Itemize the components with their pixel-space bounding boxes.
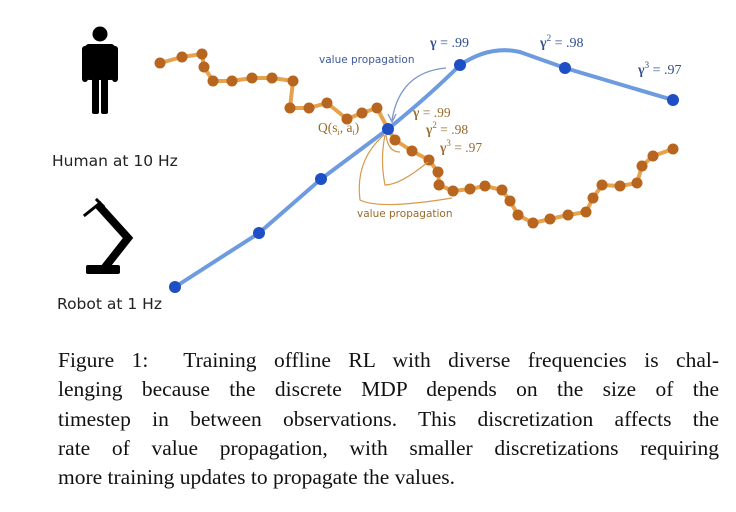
- arrowhead-icon: [387, 113, 397, 124]
- robot-state-point: [382, 123, 394, 135]
- orange-gamma-1: γ = .99: [412, 105, 451, 120]
- human-state-point: [636, 160, 648, 172]
- orange-gamma-3: γ3 = .97: [439, 138, 482, 155]
- human-state-point: [464, 183, 476, 195]
- caption-line: lenging because the discrete MDP depends…: [58, 377, 719, 402]
- human-state-point: [433, 179, 445, 191]
- human-state-point: [432, 166, 444, 178]
- human-state-point: [512, 209, 524, 221]
- robot-label: Robot at 1 Hz: [57, 295, 162, 313]
- human-state-point: [667, 143, 679, 155]
- blue-value-propagation-label: value propagation: [319, 54, 415, 66]
- human-state-point: [196, 48, 208, 60]
- human-state-point: [176, 51, 188, 63]
- human-state-point: [303, 102, 315, 114]
- blue-gamma-3: γ3 = .97: [637, 60, 681, 78]
- human-state-point: [198, 61, 210, 73]
- caption-line: more training updates to propagate the v…: [58, 465, 456, 490]
- orange-value-propagation-label: value propagation: [357, 208, 453, 220]
- human-icon: [82, 26, 118, 114]
- human-state-point: [356, 107, 368, 119]
- human-state-point: [447, 185, 459, 197]
- human-state-point: [154, 57, 166, 69]
- robot-state-point: [454, 59, 466, 71]
- human-state-point: [587, 192, 599, 204]
- human-state-point: [479, 180, 491, 192]
- human-state-point: [341, 113, 353, 125]
- caption-line: rate of value propagation, with smaller …: [58, 435, 719, 460]
- caption-line: timestep in between observations. This d…: [58, 406, 719, 431]
- robot-arm-icon: [82, 197, 134, 274]
- human-state-point: [631, 177, 643, 189]
- orange-discount-labels: γ = .99 γ2 = .98 γ3 = .97: [412, 105, 482, 155]
- blue-discount-labels: γ = .99 γ2 = .98 γ3 = .97: [429, 33, 681, 78]
- orange-propagation-arrows: [358, 134, 453, 206]
- human-state-point: [544, 213, 556, 225]
- figure-caption: Figure 1: Training offline RL with diver…: [58, 346, 719, 492]
- robot-state-point: [169, 281, 181, 293]
- q-value-label: Q(si, ai): [318, 120, 359, 137]
- human-state-point: [207, 75, 219, 87]
- blue-gamma-2: γ2 = .98: [539, 33, 583, 51]
- human-state-point: [321, 97, 333, 109]
- human-state-point: [580, 206, 592, 218]
- robot-trajectory-points: [169, 59, 679, 293]
- human-state-point: [614, 180, 626, 192]
- human-state-point: [266, 72, 278, 84]
- human-state-point: [496, 184, 508, 196]
- human-state-point: [596, 179, 608, 191]
- robot-trajectory-line: [173, 48, 675, 289]
- human-trajectory-points: [154, 48, 679, 229]
- human-label: Human at 10 Hz: [52, 152, 178, 170]
- human-state-point: [284, 102, 296, 114]
- human-state-point: [647, 150, 659, 162]
- human-state-point: [406, 145, 418, 157]
- robot-state-point: [253, 227, 265, 239]
- human-state-point: [389, 134, 401, 146]
- human-state-point: [287, 75, 299, 87]
- robot-state-point: [559, 62, 571, 74]
- blue-propagation-arrow: [391, 67, 447, 121]
- robot-state-point: [667, 94, 679, 106]
- robot-state-point: [315, 173, 327, 185]
- figure-illustration: Human at 10 Hz Robot at 1 Hz value propa…: [52, 26, 681, 313]
- human-state-point: [504, 195, 516, 207]
- human-state-point: [371, 102, 383, 114]
- human-state-point: [527, 217, 539, 229]
- caption-label: Figure 1:: [58, 348, 149, 372]
- human-state-point: [562, 209, 574, 221]
- orange-gamma-2: γ2 = .98: [425, 120, 468, 137]
- human-state-point: [246, 72, 258, 84]
- blue-gamma-1: γ = .99: [429, 36, 469, 51]
- human-state-point: [226, 75, 238, 87]
- caption-line: Figure 1: Training offline RL with diver…: [58, 348, 720, 372]
